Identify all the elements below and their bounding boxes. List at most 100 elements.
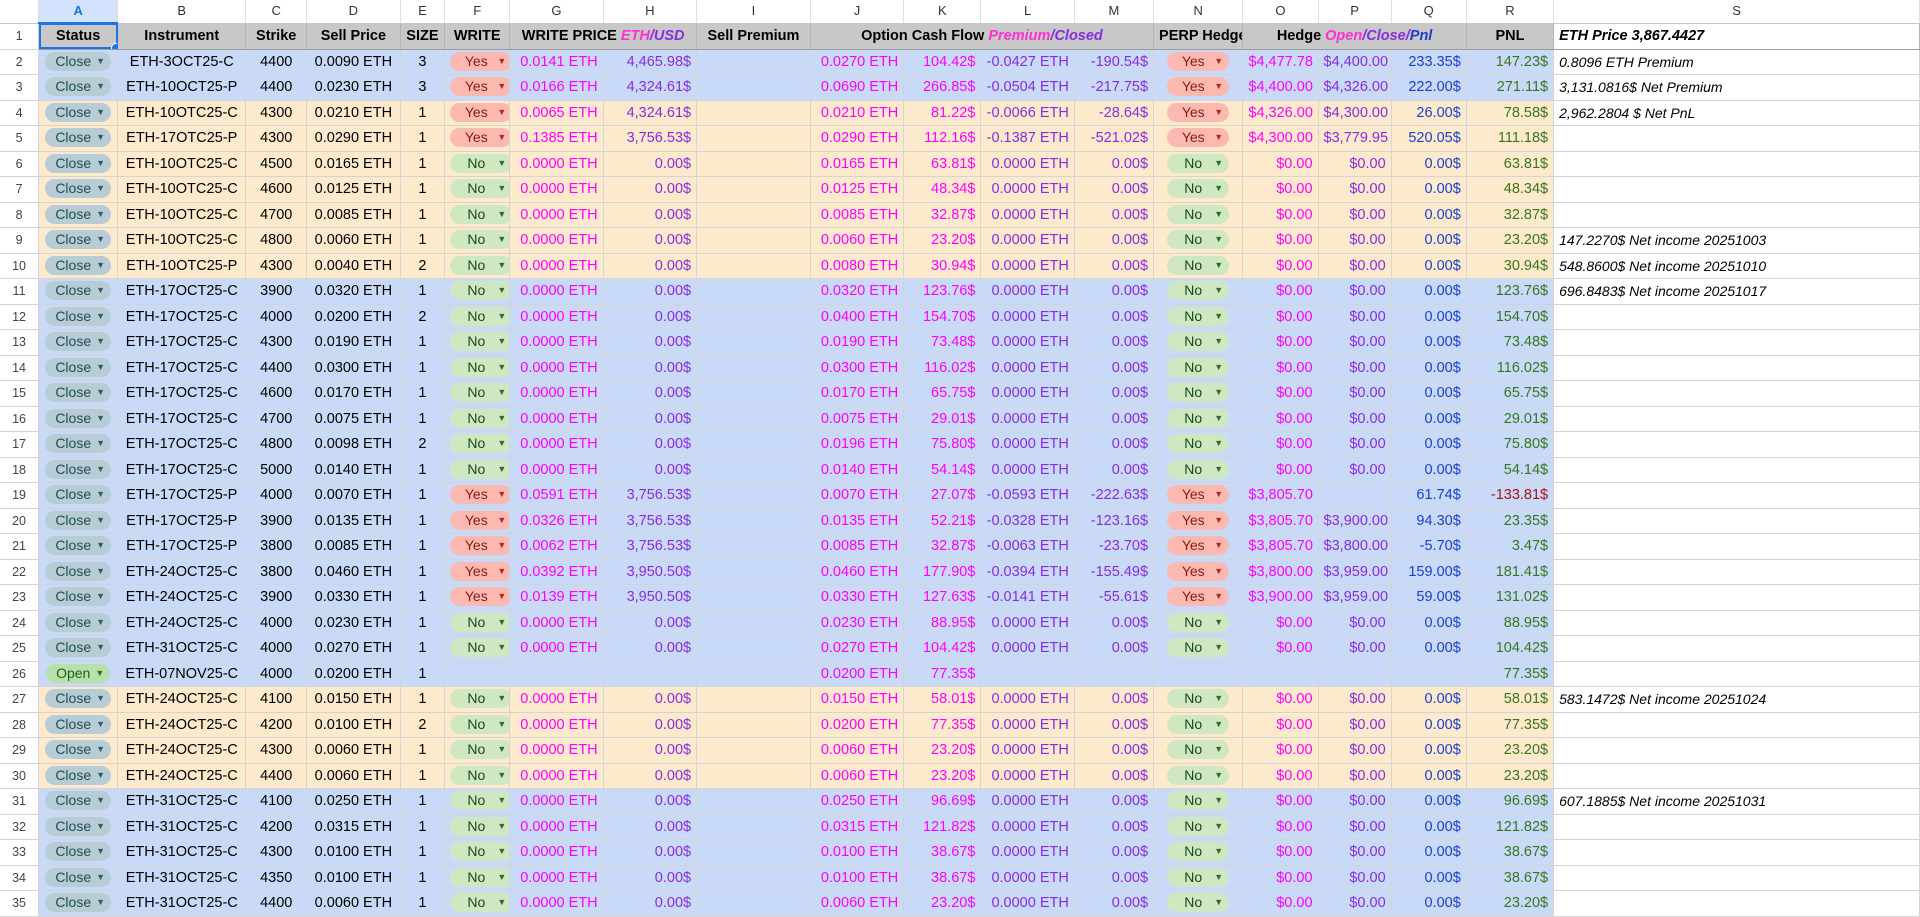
cell-strike[interactable]: 4000 bbox=[245, 635, 308, 662]
cell-option-closed-eth[interactable]: 0.0000 ETH bbox=[980, 712, 1075, 738]
cell-note[interactable] bbox=[1553, 559, 1920, 585]
cell-sell-price[interactable]: 0.0230 ETH bbox=[306, 74, 401, 101]
cell-status[interactable]: Close ▼ bbox=[38, 865, 119, 891]
cell-option-closed-eth[interactable]: -0.0328 ETH bbox=[980, 508, 1075, 534]
cell-instrument[interactable]: ETH-31OCT25-C bbox=[117, 814, 247, 840]
perp-hedge-dropdown[interactable]: No ▼ bbox=[1167, 153, 1230, 173]
cell-write-price-eth[interactable]: 0.0000 ETH bbox=[509, 635, 604, 662]
cell-pnl[interactable]: 63.81$ bbox=[1466, 151, 1555, 177]
cell-perp-hedge[interactable]: No ▼ bbox=[1153, 278, 1244, 305]
cell-sell-premium[interactable] bbox=[696, 329, 811, 356]
chevron-down-icon[interactable]: ▼ bbox=[96, 208, 106, 219]
cell-write[interactable]: No ▼ bbox=[444, 814, 511, 840]
cell-write[interactable]: No ▼ bbox=[444, 406, 511, 432]
cell-hedge-close[interactable]: $3,800.00 bbox=[1318, 533, 1392, 560]
cell-sell-premium[interactable] bbox=[696, 49, 811, 75]
perp-hedge-dropdown[interactable]: No ▼ bbox=[1167, 842, 1230, 861]
cell-option-closed-usd[interactable]: 0.00$ bbox=[1074, 176, 1155, 203]
cell-write[interactable]: No ▼ bbox=[444, 635, 511, 662]
row-number-28[interactable]: 28 bbox=[0, 712, 40, 738]
chevron-down-icon[interactable]: ▼ bbox=[497, 310, 507, 321]
cell-perp-hedge[interactable]: No ▼ bbox=[1153, 431, 1244, 458]
cell-option-closed-eth[interactable]: 0.0000 ETH bbox=[980, 788, 1075, 815]
cell-option-premium-usd[interactable]: 38.67$ bbox=[903, 865, 982, 891]
cell-perp-hedge[interactable]: No ▼ bbox=[1153, 865, 1244, 891]
cell-hedge-open[interactable]: $3,805.70 bbox=[1242, 508, 1319, 534]
cell-write-price-eth[interactable]: 0.0000 ETH bbox=[509, 253, 604, 279]
status-dropdown[interactable]: Close ▼ bbox=[45, 306, 112, 326]
cell-note[interactable] bbox=[1553, 814, 1920, 840]
cell-strike[interactable]: 4400 bbox=[245, 49, 308, 75]
cell-pnl[interactable]: 116.02$ bbox=[1466, 355, 1555, 381]
cell-sell-price[interactable]: 0.0200 ETH bbox=[306, 661, 401, 687]
cell-option-closed-usd[interactable]: 0.00$ bbox=[1074, 635, 1155, 662]
write-dropdown[interactable]: No ▼ bbox=[450, 204, 509, 224]
cell-option-premium-usd[interactable]: 104.42$ bbox=[903, 49, 982, 75]
cell-hedge-pnl[interactable] bbox=[1391, 661, 1467, 687]
cell-option-closed-usd[interactable]: 0.00$ bbox=[1074, 329, 1155, 356]
cell-sell-premium[interactable] bbox=[696, 559, 811, 585]
write-dropdown[interactable]: No ▼ bbox=[450, 230, 509, 249]
cell-perp-hedge[interactable]: No ▼ bbox=[1153, 151, 1244, 177]
cell-option-closed-eth[interactable]: -0.0066 ETH bbox=[980, 100, 1075, 126]
cell-hedge-close[interactable]: $0.00 bbox=[1318, 380, 1392, 407]
cell-sell-premium[interactable] bbox=[696, 176, 811, 203]
cell-pnl[interactable]: 131.02$ bbox=[1466, 584, 1555, 611]
cell-size[interactable]: 1 bbox=[400, 865, 446, 891]
column-header-c[interactable]: C bbox=[245, 0, 308, 24]
cell-pnl[interactable]: 73.48$ bbox=[1466, 329, 1555, 356]
cell-option-premium-eth[interactable]: 0.0270 ETH bbox=[810, 635, 905, 662]
cell-write-price-eth[interactable]: 0.0166 ETH bbox=[509, 74, 604, 101]
cell-option-premium-usd[interactable]: 63.81$ bbox=[903, 151, 982, 177]
cell-instrument[interactable]: ETH-10OTC25-C bbox=[117, 176, 247, 203]
perp-hedge-dropdown[interactable]: Yes ▼ bbox=[1167, 51, 1230, 71]
cell-size[interactable]: 1 bbox=[400, 151, 446, 177]
chevron-down-icon[interactable]: ▼ bbox=[497, 871, 507, 882]
cell-write-price-usd[interactable]: 4,324.61$ bbox=[603, 100, 698, 126]
cell-write-price-eth[interactable]: 0.0000 ETH bbox=[509, 737, 604, 764]
cell-write-price-eth[interactable]: 0.0000 ETH bbox=[509, 355, 604, 381]
column-header-n[interactable]: N bbox=[1153, 0, 1244, 24]
cell-perp-hedge[interactable]: No ▼ bbox=[1153, 814, 1244, 840]
cell-pnl[interactable]: 78.58$ bbox=[1466, 100, 1555, 126]
row-number-11[interactable]: 11 bbox=[0, 278, 40, 305]
cell-write[interactable]: Yes ▼ bbox=[444, 74, 511, 101]
cell-pnl[interactable]: 88.95$ bbox=[1466, 610, 1555, 636]
cell-note[interactable] bbox=[1553, 380, 1920, 407]
cell-status[interactable]: Close ▼ bbox=[38, 176, 119, 203]
cell-pnl[interactable]: 3.47$ bbox=[1466, 533, 1555, 560]
chevron-down-icon[interactable]: ▼ bbox=[1214, 361, 1224, 372]
cell-option-closed-eth[interactable]: 0.0000 ETH bbox=[980, 406, 1075, 432]
cell-option-closed-usd[interactable]: -521.02$ bbox=[1074, 125, 1155, 152]
cell-option-premium-eth[interactable]: 0.0320 ETH bbox=[810, 278, 905, 305]
cell-write-price-eth[interactable]: 0.0141 ETH bbox=[509, 49, 604, 75]
chevron-down-icon[interactable]: ▼ bbox=[96, 463, 106, 474]
write-dropdown[interactable]: No ▼ bbox=[450, 638, 509, 657]
cell-status[interactable]: Close ▼ bbox=[38, 482, 119, 509]
chevron-down-icon[interactable]: ▼ bbox=[497, 846, 507, 856]
cell-sell-price[interactable]: 0.0330 ETH bbox=[306, 584, 401, 611]
cell-perp-hedge[interactable]: Yes ▼ bbox=[1153, 49, 1244, 75]
cell-hedge-close[interactable]: $0.00 bbox=[1318, 686, 1392, 713]
cell-hedge-pnl[interactable]: 0.00$ bbox=[1391, 176, 1467, 203]
cell-write-price-usd[interactable]: 0.00$ bbox=[603, 304, 698, 330]
cell-option-premium-usd[interactable]: 38.67$ bbox=[903, 839, 982, 866]
cell-note[interactable] bbox=[1553, 635, 1920, 662]
cell-option-premium-eth[interactable]: 0.0075 ETH bbox=[810, 406, 905, 432]
cell-pnl[interactable]: 96.69$ bbox=[1466, 788, 1555, 815]
row-number-1[interactable]: 1 bbox=[0, 23, 40, 50]
cell-write-price-eth[interactable]: 0.0000 ETH bbox=[509, 890, 604, 917]
chevron-down-icon[interactable]: ▼ bbox=[95, 667, 105, 678]
cell-hedge-open[interactable]: $0.00 bbox=[1242, 380, 1319, 407]
chevron-down-icon[interactable]: ▼ bbox=[96, 820, 106, 831]
cell-size[interactable]: 1 bbox=[400, 610, 446, 636]
cell-size[interactable]: 2 bbox=[400, 304, 446, 330]
cell-write[interactable]: No ▼ bbox=[444, 686, 511, 713]
header-cell-status[interactable]: Status bbox=[38, 23, 119, 50]
cell-status[interactable]: Close ▼ bbox=[38, 635, 119, 662]
header-cell-sell-price[interactable]: Sell Price bbox=[306, 23, 401, 50]
chevron-down-icon[interactable]: ▼ bbox=[497, 412, 507, 423]
cell-write[interactable]: Yes ▼ bbox=[444, 100, 511, 126]
cell-perp-hedge[interactable]: No ▼ bbox=[1153, 610, 1244, 636]
chevron-down-icon[interactable]: ▼ bbox=[1214, 718, 1224, 729]
